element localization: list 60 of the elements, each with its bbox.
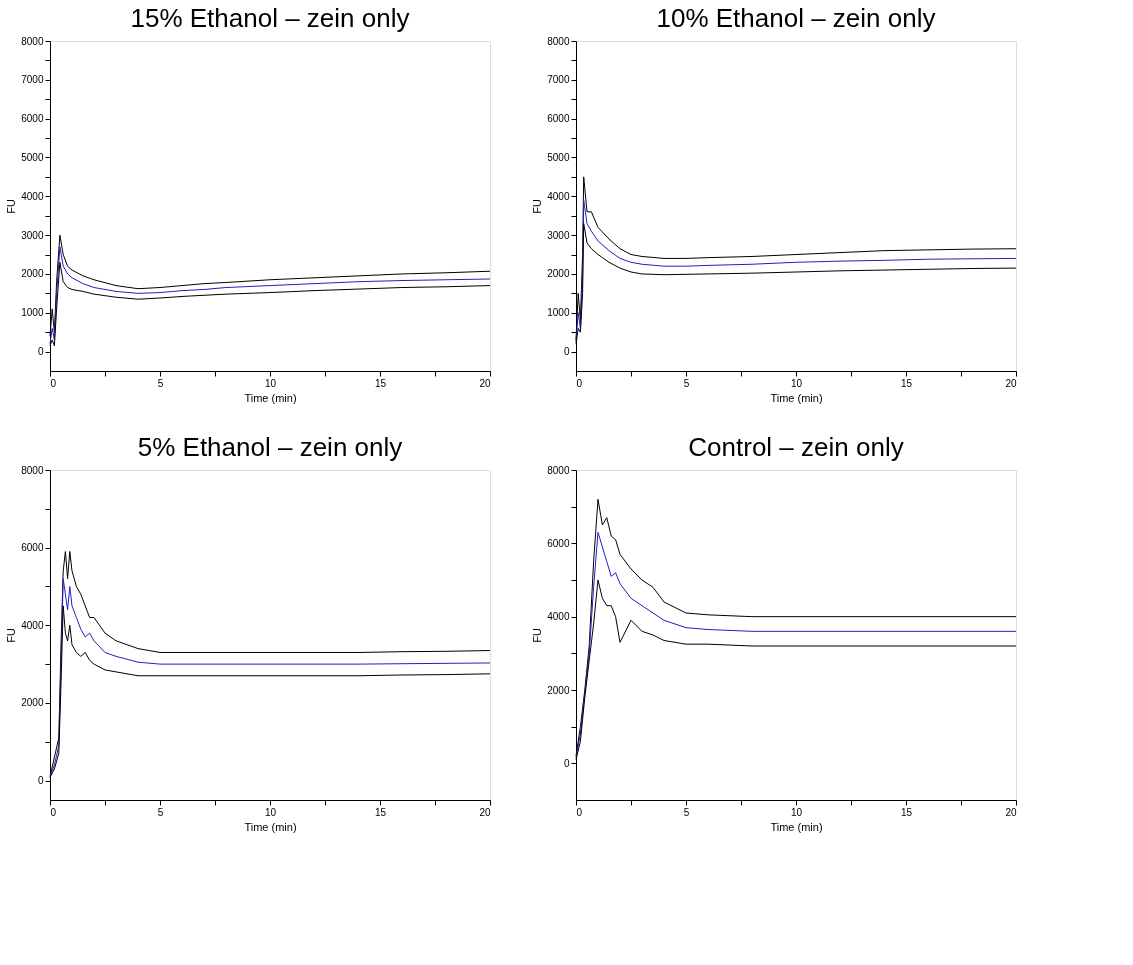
- y-axis-title: FU: [531, 628, 544, 643]
- y-axis-title: FU: [531, 199, 544, 214]
- y-tick-label: 8000: [547, 464, 570, 476]
- x-tick-label: 5: [157, 806, 164, 818]
- y-tick-label: 1000: [21, 307, 44, 319]
- y-tick-label: 2000: [547, 684, 570, 696]
- x-tick-label: 10: [790, 377, 803, 389]
- x-axis-title: Time (min): [770, 820, 823, 833]
- y-tick-label: 5000: [547, 151, 570, 163]
- y-tick-label: 4000: [21, 619, 44, 631]
- x-tick-label: 0: [576, 806, 583, 818]
- x-tick-label: 15: [900, 806, 913, 818]
- y-tick-label: 0: [563, 757, 570, 769]
- x-axis-title: Time (min): [244, 820, 297, 833]
- y-axis-title: FU: [5, 199, 18, 214]
- y-tick-label: 4000: [547, 190, 570, 202]
- y-tick-label: 8000: [21, 35, 44, 47]
- x-tick-label: 10: [264, 806, 277, 818]
- x-tick-label: 20: [479, 806, 491, 818]
- chart-title: 15% Ethanol – zein only: [130, 3, 410, 33]
- y-tick-label: 7000: [21, 74, 44, 86]
- chart-title: 10% Ethanol – zein only: [656, 3, 936, 33]
- y-tick-label: 6000: [547, 537, 570, 549]
- x-tick-label: 10: [790, 806, 803, 818]
- y-tick-label: 0: [37, 346, 44, 358]
- x-tick-label: 0: [50, 806, 57, 818]
- y-tick-label: 3000: [547, 229, 570, 241]
- x-tick-label: 0: [576, 377, 583, 389]
- x-tick-label: 20: [1005, 377, 1017, 389]
- y-tick-label: 2000: [21, 268, 44, 280]
- x-tick-label: 0: [50, 377, 57, 389]
- y-tick-label: 0: [563, 346, 570, 358]
- chart-title: Control – zein only: [688, 432, 904, 462]
- y-tick-label: 5000: [21, 151, 44, 163]
- y-tick-label: 8000: [547, 35, 570, 47]
- y-axis-title: FU: [5, 628, 18, 643]
- x-tick-label: 20: [1005, 806, 1017, 818]
- x-tick-label: 15: [900, 377, 913, 389]
- y-tick-label: 3000: [21, 229, 44, 241]
- y-tick-label: 0: [37, 775, 44, 787]
- y-tick-label: 6000: [21, 113, 44, 125]
- y-tick-label: 6000: [21, 542, 44, 554]
- chart-title: 5% Ethanol – zein only: [137, 432, 403, 462]
- y-tick-label: 4000: [547, 611, 570, 623]
- x-tick-label: 5: [157, 377, 164, 389]
- y-tick-label: 6000: [547, 113, 570, 125]
- x-tick-label: 15: [374, 806, 387, 818]
- x-tick-label: 5: [683, 377, 690, 389]
- x-tick-label: 15: [374, 377, 387, 389]
- x-tick-label: 20: [479, 377, 491, 389]
- x-tick-label: 5: [683, 806, 690, 818]
- x-tick-label: 10: [264, 377, 277, 389]
- y-tick-label: 2000: [547, 268, 570, 280]
- y-tick-label: 8000: [21, 464, 44, 476]
- y-tick-label: 4000: [21, 190, 44, 202]
- x-axis-title: Time (min): [244, 391, 297, 404]
- x-axis-title: Time (min): [770, 391, 823, 404]
- y-tick-label: 7000: [547, 74, 570, 86]
- y-tick-label: 2000: [21, 697, 44, 709]
- y-tick-label: 1000: [547, 307, 570, 319]
